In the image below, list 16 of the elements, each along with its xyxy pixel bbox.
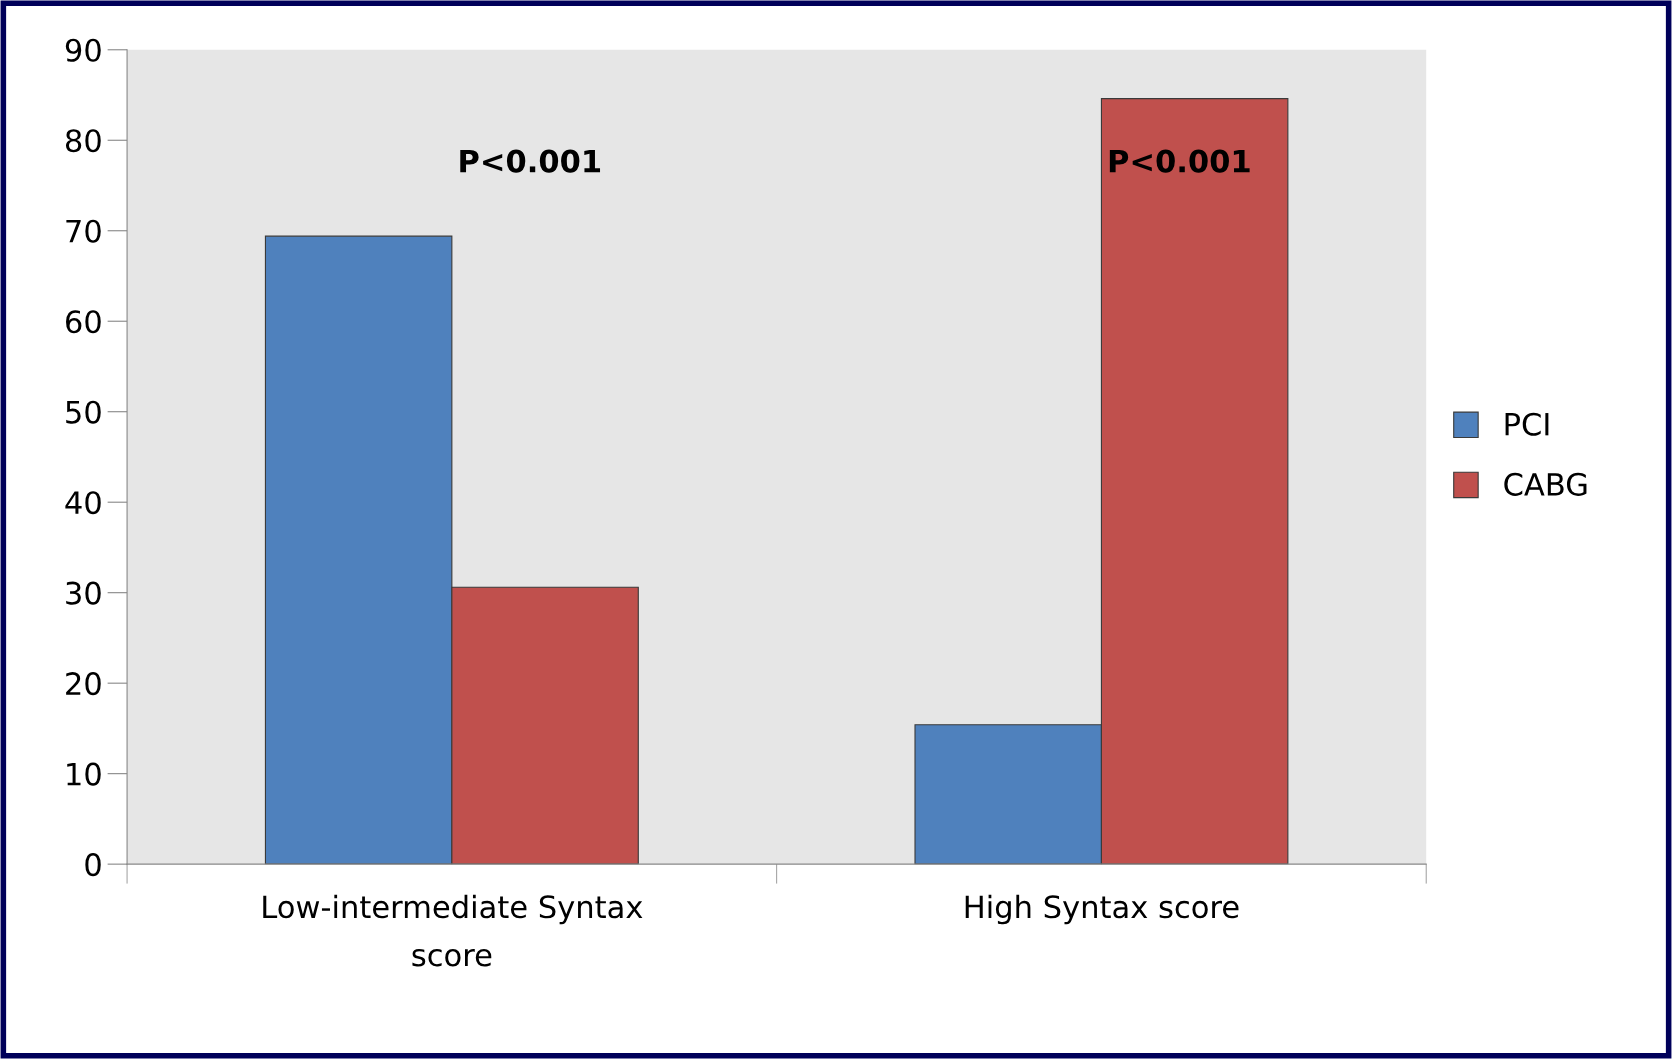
x-tick-label: Low-intermediate Syntax score	[263, 894, 643, 967]
y-tick-label: 50	[66, 400, 101, 424]
annotation: P<0.001	[460, 149, 601, 173]
y-tick-label: 80	[65, 129, 101, 153]
x-tick-label: High Syntax score	[965, 894, 1239, 925]
y-tick-label: 70	[66, 219, 101, 243]
y-tick-label: 30	[66, 581, 101, 605]
y-tick-label: 40	[65, 491, 101, 515]
y-tick-label: 90	[65, 38, 101, 62]
annotation: P<0.001	[1109, 149, 1250, 173]
y-tick-label: 60	[66, 310, 101, 334]
y-tick-label: 0	[85, 853, 101, 877]
legend-label: CABG	[1504, 472, 1587, 496]
y-tick-label: 20	[66, 672, 101, 696]
y-tick-label: 10	[67, 762, 101, 786]
legend-label: PCI	[1505, 412, 1549, 436]
